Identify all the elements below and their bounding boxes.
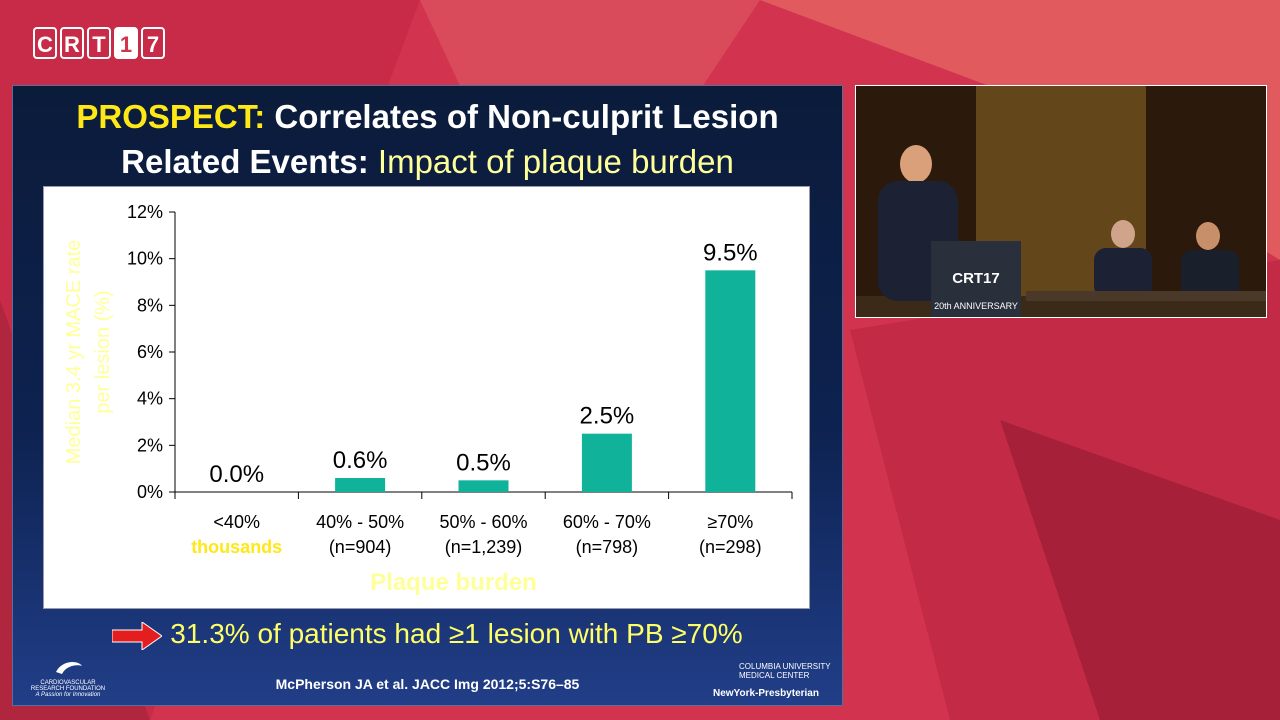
x-tick-sublabel: thousands: [191, 537, 282, 557]
presentation-slide: PROSPECT: Correlates of Non-culprit Lesi…: [12, 85, 843, 706]
bar-chart: 0% 2% 4% 6% 8% 10% 12% 0.0% <40% thousands 0.6% 40%…: [63, 202, 793, 596]
y-tick-label: 10%: [127, 249, 163, 269]
crf-swirl-icon: [56, 662, 82, 674]
podium-text: CRT17: [952, 270, 1000, 287]
y-tick-label: 0%: [137, 482, 163, 502]
data-label: 2.5%: [580, 403, 635, 430]
y-tick-label: 6%: [137, 342, 163, 362]
logo-letter: 7: [141, 27, 165, 59]
x-axis-label: Plaque burden: [370, 569, 537, 596]
crf-tagline: A Passion for Innovation: [35, 692, 101, 698]
y-tick-label: 4%: [137, 389, 163, 409]
x-tick-label: <40%: [213, 512, 260, 532]
red-arrow-icon: [112, 621, 163, 650]
x-tick-sublabel: (n=798): [576, 537, 639, 557]
bar: [581, 433, 632, 492]
y-axis-label-2: per lesion (%): [92, 290, 114, 413]
x-tick-sublabel: (n=298): [699, 537, 762, 557]
title-subtitle: Impact of plaque burden: [368, 143, 734, 180]
data-label: 0.5%: [456, 449, 511, 476]
x-tick-label: ≥70%: [707, 512, 753, 532]
logo-letter: 1: [114, 27, 138, 59]
y-tick-label: 8%: [137, 295, 163, 315]
anniversary-text: 20th ANNIVERSARY: [934, 301, 1018, 311]
title-text-2: Related Events:: [121, 143, 369, 180]
key-finding-text: 31.3% of patients had ≥1 lesion with PB …: [170, 618, 743, 649]
x-tick-sublabel: (n=904): [329, 537, 392, 557]
citation: McPherson JA et al. JACC Img 2012;5:S76–…: [275, 676, 580, 692]
data-label: 9.5%: [703, 239, 758, 266]
columbia-name: COLUMBIA UNIVERSITY MEDICAL CENTER: [739, 662, 831, 680]
x-tick-sublabel: (n=1,239): [445, 537, 523, 557]
data-label: 0.6%: [333, 447, 388, 474]
crf-name: CARDIOVASCULAR RESEARCH FOUNDATION: [30, 680, 106, 692]
crf-logo: CARDIOVASCULAR RESEARCH FOUNDATION A Pas…: [23, 656, 113, 701]
x-tick-label: 40% - 50%: [316, 512, 404, 532]
bar: [335, 478, 386, 492]
bar: [458, 480, 509, 492]
y-tick-label: 12%: [127, 202, 163, 222]
bar: [705, 270, 756, 492]
x-tick-label: 50% - 60%: [439, 512, 527, 532]
crt17-logo: C R T 1 7: [33, 27, 165, 59]
y-tick-label: 2%: [137, 435, 163, 455]
y-axis-label: Median 3.4 yr MACE rate: [63, 240, 85, 465]
nyp-name: NewYork-Presbyterian: [713, 688, 819, 699]
x-tick-label: 60% - 70%: [563, 512, 651, 532]
key-finding: 31.3% of patients had ≥1 lesion with PB …: [13, 614, 842, 654]
logo-letter: T: [87, 27, 111, 59]
title-text: Correlates of Non-culprit Lesion: [265, 98, 779, 135]
slide-title: PROSPECT: Correlates of Non-culprit Lesi…: [13, 94, 842, 184]
title-study-name: PROSPECT:: [76, 98, 266, 135]
logo-letter: C: [33, 27, 57, 59]
logo-letter: R: [60, 27, 84, 59]
chart-panel: 0% 2% 4% 6% 8% 10% 12% 0.0% <40% thousands 0.6% 40%…: [43, 186, 810, 609]
data-label: 0.0%: [209, 461, 264, 488]
speaker-video-feed: CRT17 20th ANNIVERSARY: [855, 85, 1267, 318]
columbia-logo: COLUMBIA UNIVERSITY MEDICAL CENTER NewYo…: [713, 662, 833, 702]
video-scene: CRT17 20th ANNIVERSARY: [856, 86, 1266, 317]
